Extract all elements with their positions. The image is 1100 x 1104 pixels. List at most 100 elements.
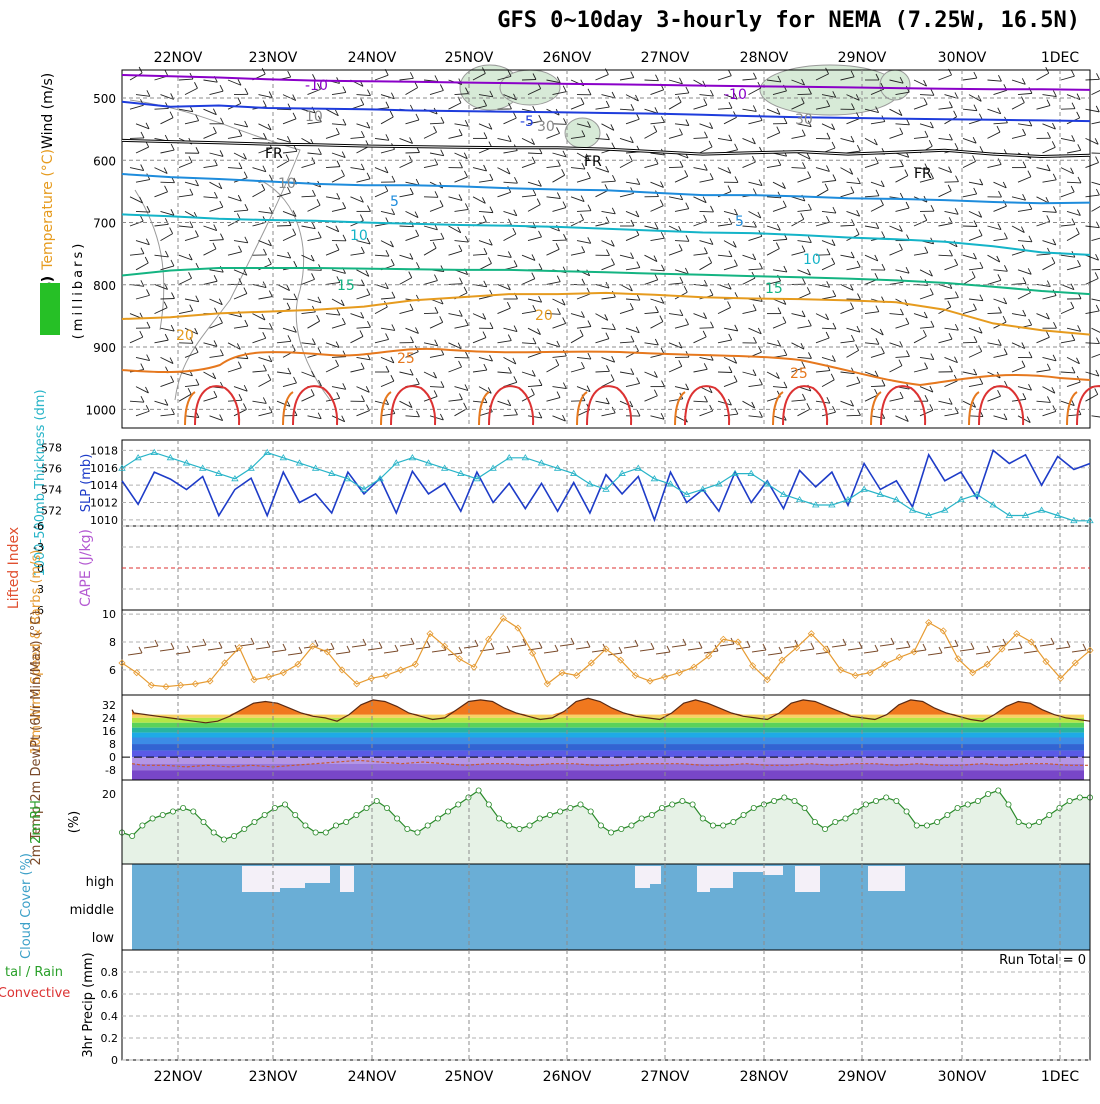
temp2m-tick-label: 0 bbox=[109, 751, 116, 764]
pressure-tick-label: 700 bbox=[93, 217, 116, 231]
rh2m-marker bbox=[231, 833, 236, 838]
rh2m-marker bbox=[904, 809, 909, 814]
rh2m-marker bbox=[812, 819, 817, 824]
rh2m-marker bbox=[221, 837, 226, 842]
temperature-contour-15 bbox=[122, 268, 1090, 294]
pressure-tick-label: 600 bbox=[93, 154, 116, 168]
temp2m-tick-label: 24 bbox=[102, 712, 116, 725]
contour-label: 10 bbox=[305, 109, 323, 125]
contour-label: 5 bbox=[735, 214, 744, 230]
rh2m-marker bbox=[496, 816, 501, 821]
rh2m-ylabel: 2m RH bbox=[29, 800, 44, 844]
rh2m-marker bbox=[547, 812, 552, 817]
rh2m-marker bbox=[160, 812, 165, 817]
rh2m-marker bbox=[670, 802, 675, 807]
temperature-contour-30 bbox=[293, 386, 337, 425]
upper-ylabel-units: (millibars) bbox=[71, 241, 86, 340]
rh2m-marker bbox=[996, 788, 1001, 793]
date-label-bottom: 30NOV bbox=[938, 1069, 987, 1085]
pressure-tick-label: 500 bbox=[93, 92, 116, 106]
contour-label: 25 bbox=[790, 366, 808, 382]
rh2m-marker bbox=[955, 805, 960, 810]
cloud-gap bbox=[280, 866, 305, 888]
precip-tick-label: 0.4 bbox=[101, 1010, 119, 1023]
contour-label: 10 bbox=[803, 252, 821, 268]
rh2m-marker bbox=[578, 802, 583, 807]
rh2m-marker bbox=[690, 802, 695, 807]
rh2m-marker bbox=[1057, 805, 1062, 810]
date-label-top: 23NOV bbox=[249, 50, 298, 66]
rh2m-marker bbox=[619, 826, 624, 831]
contour-label: FR bbox=[914, 166, 932, 182]
rh2m-marker bbox=[1026, 823, 1031, 828]
rh2m-marker bbox=[333, 823, 338, 828]
rh2m-marker bbox=[894, 798, 899, 803]
cloud-level-label: high bbox=[86, 875, 114, 890]
contour-label: 30 bbox=[537, 119, 555, 135]
rh2m-marker bbox=[884, 795, 889, 800]
rh2m-marker bbox=[731, 819, 736, 824]
rh2m-marker bbox=[313, 830, 318, 835]
date-label-top: 27NOV bbox=[641, 50, 690, 66]
date-label-bottom: 22NOV bbox=[154, 1069, 203, 1085]
temperature-contour-25-arc bbox=[773, 392, 783, 425]
precip-tick-label: 0.2 bbox=[101, 1032, 119, 1045]
rh2m-marker bbox=[395, 816, 400, 821]
rh2m-marker bbox=[405, 826, 410, 831]
rh2m-marker bbox=[629, 823, 634, 828]
rh2m-marker bbox=[191, 809, 196, 814]
slp-tick-label: 1016 bbox=[90, 462, 118, 475]
rh2m-marker bbox=[140, 823, 145, 828]
cloud-gap bbox=[697, 866, 710, 892]
contour-label: 30 bbox=[795, 112, 813, 128]
cloud-gap bbox=[795, 866, 820, 892]
rh2m-marker bbox=[527, 823, 532, 828]
rh2m-marker bbox=[965, 802, 970, 807]
contour-label: 20 bbox=[176, 328, 194, 344]
rh2m-marker bbox=[282, 802, 287, 807]
cloud-gap bbox=[305, 866, 330, 883]
rh2m-marker bbox=[130, 833, 135, 838]
contour-label: 15 bbox=[337, 278, 355, 294]
contour-label: FR bbox=[584, 154, 602, 170]
rh2m-marker bbox=[608, 830, 613, 835]
cloud-gap bbox=[635, 866, 650, 888]
temperature-contour-30 bbox=[195, 386, 239, 425]
rh2m-marker bbox=[303, 823, 308, 828]
rh2m-marker bbox=[649, 812, 654, 817]
rh2m-marker bbox=[1006, 802, 1011, 807]
rh2m-marker bbox=[415, 830, 420, 835]
date-label-top: 22NOV bbox=[154, 50, 203, 66]
rh2m-marker bbox=[181, 805, 186, 810]
rh2m-marker bbox=[558, 809, 563, 814]
rh2m-marker bbox=[293, 812, 298, 817]
rh2m-marker bbox=[466, 795, 471, 800]
temp2m-tick-label: 32 bbox=[102, 699, 116, 712]
rh2m-marker bbox=[1047, 812, 1052, 817]
cloud-gap bbox=[650, 866, 661, 884]
rh2m-marker bbox=[507, 823, 512, 828]
contour-label: 10 bbox=[350, 228, 368, 244]
temperature-contour-5 bbox=[122, 174, 1090, 203]
slp-tick-label: 1010 bbox=[90, 514, 118, 527]
date-label-bottom: 23NOV bbox=[249, 1069, 298, 1085]
rh-shade bbox=[880, 70, 910, 100]
contour-label: 20 bbox=[535, 308, 553, 324]
temperature-contour--5 bbox=[122, 102, 1090, 121]
precip-legend-convective: Convective bbox=[0, 986, 70, 1001]
rh-label-swatch bbox=[40, 283, 60, 335]
wind10-tick-label: 10 bbox=[102, 608, 116, 621]
slp-ylabel: SLP (mb) bbox=[79, 454, 94, 513]
precip-frame bbox=[122, 950, 1090, 1060]
temperature-contour-25 bbox=[122, 349, 1090, 385]
chart-title: GFS 0~10day 3-hourly for NEMA (7.25W, 16… bbox=[380, 8, 1080, 33]
date-label-top: 30NOV bbox=[938, 50, 987, 66]
rh2m-marker bbox=[1077, 795, 1082, 800]
rh2m-marker bbox=[486, 802, 491, 807]
date-label-top: 24NOV bbox=[348, 50, 397, 66]
temperature-contour-25-arc bbox=[871, 392, 881, 425]
rh2m-marker bbox=[914, 823, 919, 828]
rh2m-marker bbox=[639, 816, 644, 821]
rh2m-marker bbox=[262, 812, 267, 817]
